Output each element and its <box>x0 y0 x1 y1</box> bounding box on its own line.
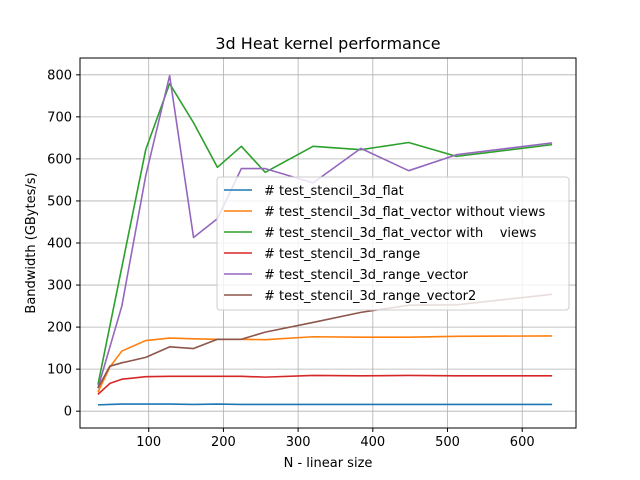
x-tick-label: 500 <box>435 435 460 450</box>
legend-label-1: # test_stencil_3d_flat <box>264 184 404 199</box>
y-axis-title: Bandwidth (GBytes/s) <box>24 172 39 313</box>
legend-label-2: # test_stencil_3d_flat_vector without vi… <box>264 205 546 220</box>
series-layer <box>97 74 553 406</box>
legend-label-3: # test_stencil_3d_flat_vector with views <box>264 226 537 241</box>
y-tick-label: 600 <box>47 152 72 167</box>
y-tick-label: 800 <box>47 68 72 83</box>
x-tick-label: 300 <box>286 435 311 450</box>
y-tick-label: 100 <box>47 363 72 378</box>
series-line-5 <box>97 74 553 389</box>
series-line-1 <box>97 403 553 406</box>
legend-items: # test_stencil_3d_flat # test_stencil_3d_… <box>224 184 546 304</box>
y-tick-label: 300 <box>47 279 72 294</box>
y-tick-label: 500 <box>47 194 72 209</box>
axis-ticks: 100 200 300 400 500 600 0 100 200 300 400 500 600 700… <box>47 68 534 450</box>
chart-title: 3d Heat kernel performance <box>215 34 440 53</box>
y-tick-label: 200 <box>47 321 72 336</box>
x-tick-label: 600 <box>510 435 535 450</box>
legend-box <box>216 176 570 311</box>
series-line-4 <box>97 374 553 395</box>
y-tick-label: 700 <box>47 110 72 125</box>
x-tick-label: 100 <box>136 435 161 450</box>
x-tick-label: 200 <box>211 435 236 450</box>
y-tick-label: 0 <box>64 405 72 420</box>
legend: # test_stencil_3d_flat # test_stencil_3d_… <box>216 176 570 311</box>
y-tick-label: 400 <box>47 237 72 252</box>
x-tick-label: 400 <box>360 435 385 450</box>
legend-label-5: # test_stencil_3d_range_vector <box>264 268 469 283</box>
legend-label-4: # test_stencil_3d_range <box>264 247 420 262</box>
legend-label-6: # test_stencil_3d_range_vector2 <box>264 289 476 304</box>
x-axis-title: N - linear size <box>284 456 373 471</box>
